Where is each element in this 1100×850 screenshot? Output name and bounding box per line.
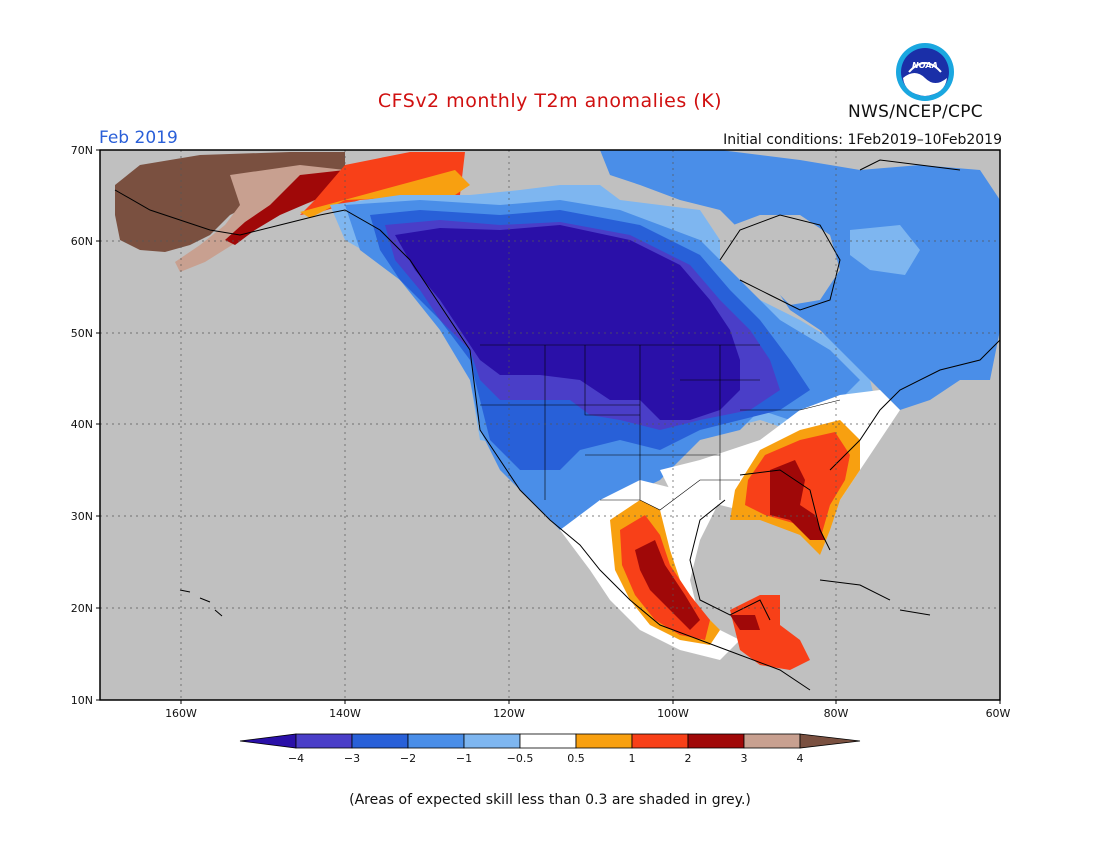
skill-footnote: (Areas of expected skill less than 0.3 a… [349,792,751,808]
anomaly-region-centralamerica-darkred [730,615,760,630]
lon-label: 160W [165,707,197,720]
initial-conditions: Initial conditions: 1Feb2019–10Feb2019 [723,132,1002,148]
lat-label: 30N [71,510,93,523]
colorbar-label: 3 [741,752,748,765]
chart-title: CFSv2 monthly T2m anomalies (K) [377,90,723,112]
colorbar-label: 2 [685,752,692,765]
colorbar-swatch [239,733,297,749]
lon-label: 120W [493,707,525,720]
colorbar-label: −1 [456,752,472,765]
colorbar-swatch [575,733,633,749]
noaa-logo-icon: NOAA [896,43,954,101]
forecast-period: Feb 2019 [99,128,178,148]
anomaly-region-alaska-orange [300,170,470,218]
colorbar-swatch [631,733,689,749]
colorbar-label: −0.5 [507,752,534,765]
colorbar-label: 0.5 [567,752,585,765]
colorbar-swatch [687,733,745,749]
anomaly-region-hudson-grey [720,215,840,305]
agency-label: NWS/NCEP/CPC [848,102,983,122]
anomaly-region-alaska-darkred [225,170,345,245]
lat-label: 20N [71,602,93,615]
colorbar-label: 4 [797,752,804,765]
colorbar-label: 1 [629,752,636,765]
colorbar-swatch [407,733,465,749]
colorbar-swatch [351,733,409,749]
axis-ticks [96,149,1001,704]
political-borders [480,344,841,511]
colorbar-label: −2 [400,752,416,765]
colorbar-legend [239,733,861,749]
lon-label: 140W [329,707,361,720]
lon-label: 100W [657,707,689,720]
colorbar-swatch [743,733,801,749]
colorbar-swatch [295,733,353,749]
anomaly-region-labrador-lightblue [850,225,920,275]
anomaly-region-alaska-red [300,152,465,215]
lat-label: 70N [71,144,93,157]
lon-label: 80W [824,707,849,720]
lat-label: 50N [71,327,93,340]
lon-label: 60W [986,707,1011,720]
coastlines [114,159,1001,691]
svg-text:NOAA: NOAA [912,61,938,70]
colorbar-swatch [799,733,861,749]
colorbar-swatch [519,733,577,749]
colorbar-label: −3 [344,752,360,765]
anomaly-region-centralamerica-red [730,595,810,670]
anomaly-region-southeast-darkred [770,460,825,540]
graticule [100,150,1000,700]
map-frame [99,149,1001,701]
anomaly-region-mexico-darkred [635,540,700,630]
colorbar-label: −4 [288,752,304,765]
lat-label: 10N [71,694,93,707]
lat-label: 60N [71,235,93,248]
anomaly-region-canada-darkviolet [395,225,740,420]
lat-label: 40N [71,418,93,431]
colorbar-swatch [463,733,521,749]
